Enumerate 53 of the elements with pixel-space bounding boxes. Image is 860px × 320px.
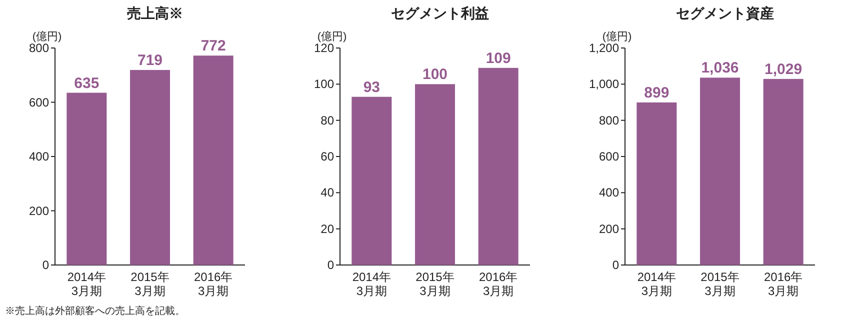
y-tick-label: 800 [598,113,620,128]
y-tick-label: 1,200 [588,41,620,55]
bar [700,78,740,265]
data-label: 100 [422,66,448,84]
y-tick-label: 80 [320,113,334,128]
y-tick-label: 60 [320,150,334,164]
y-tick-label: 100 [314,77,334,92]
y-axis-title: (億円) [317,30,347,43]
y-axis-title: (億円) [32,30,62,43]
data-label: 899 [644,84,670,102]
bar [66,92,107,265]
x-tick-label: 2016年 3月期 [478,270,518,298]
y-tick-label: 0 [612,258,620,272]
y-tick-label: 120 [314,41,334,55]
y-tick-label: 800 [28,41,50,55]
x-tick-label: 2014年 3月期 [67,270,106,298]
text: ※売上高は外部顧客への売上高を記載。 [5,305,185,317]
chart-title: セグメント利益 [391,5,489,21]
x-tick-label: 2015年 3月期 [700,270,740,298]
bar [193,56,234,265]
y-tick-label: 0 [42,258,50,272]
bar [130,70,170,265]
y-tick-label: 600 [598,150,620,164]
y-tick-label: 1,000 [588,77,620,92]
x-tick-label: 2016年 3月期 [194,270,233,298]
y-tick-label: 40 [320,186,334,200]
bar [478,68,518,265]
bar [636,102,677,265]
x-tick-label: 2014年 3月期 [352,270,392,298]
x-tick-label: 2016年 3月期 [764,270,803,298]
y-tick-label: 200 [598,222,620,236]
data-label: 109 [486,50,511,67]
data-label: 772 [200,38,226,55]
data-label: 93 [363,78,380,96]
chart-title: 売上高※ [127,5,183,21]
y-tick-label: 600 [28,95,50,110]
y-tick-label: 400 [598,186,620,200]
bar [352,96,392,265]
y-tick-label: 200 [28,204,50,218]
x-tick-label: 2015年 3月期 [416,270,454,298]
y-tick-label: 0 [327,258,334,272]
bar [763,78,804,265]
data-label: 1,036 [701,60,739,77]
chart-title: セグメント資産 [676,5,774,21]
y-axis-title: (億円) [602,30,632,43]
x-tick-label: 2015年 3月期 [130,270,170,298]
y-tick-label: 400 [28,150,50,164]
x-tick-label: 2014年 3月期 [637,270,676,298]
data-label: 719 [137,52,163,69]
y-tick-label: 20 [320,222,334,236]
data-label: 1,029 [764,60,802,78]
bar [415,84,455,265]
data-label: 635 [74,74,100,92]
